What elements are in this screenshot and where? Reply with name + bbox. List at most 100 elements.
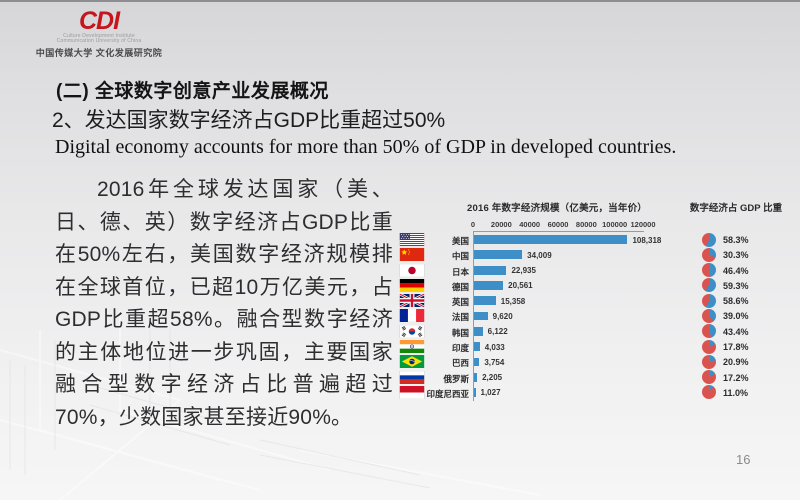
flag-south-korea-icon	[398, 324, 426, 338]
gdp-share-label: 17.2%	[723, 372, 749, 383]
gdp-share-label: 58.3%	[723, 235, 749, 245]
x-axis-tick: 120000	[630, 220, 656, 229]
economy-scale-bar	[474, 250, 523, 260]
gdp-share-label: 11.0%	[723, 387, 749, 398]
logo-institute-line1: Culture Development Institute	[63, 33, 135, 39]
country-label: 日本	[451, 266, 469, 277]
bar-value-label: 4,033	[484, 342, 505, 352]
page-number: 16	[736, 452, 751, 467]
gdp-share-label: 43.4%	[723, 326, 749, 337]
flag-uk-icon	[398, 294, 426, 308]
economy-scale-bar	[474, 281, 504, 290]
bar-value-label: 108,318	[632, 235, 662, 245]
gdp-share-pie-icon	[702, 385, 716, 400]
y-axis-line	[473, 231, 474, 401]
gdp-share-label: 46.4%	[723, 265, 749, 276]
economy-scale-bar	[474, 372, 478, 382]
economy-scale-bar	[474, 296, 496, 306]
bar-value-label: 9,620	[492, 311, 513, 321]
chart-row: 德国 20,561 59.3%	[393, 278, 795, 293]
x-axis-tick: 80000	[575, 220, 597, 229]
x-axis-tick: 60000	[547, 220, 569, 229]
bar-chart-rows: 美国 108,318 58.3% 中国 34,009 30.3% 日本 22,935 46.4%…	[393, 232, 795, 400]
slide-subtitle: 2、发达国家数字经济占GDP比重超过50%	[52, 109, 446, 132]
building-watermark-image	[0, 310, 540, 500]
bar-value-label: 20,561	[508, 281, 533, 291]
country-label: 美国	[451, 236, 469, 246]
gdp-share-label: 20.9%	[723, 357, 749, 368]
flag-france-icon	[398, 309, 426, 323]
gdp-share-pie-icon	[702, 324, 716, 339]
country-label: 中国	[451, 251, 469, 262]
country-label: 德国	[451, 281, 469, 292]
gdp-share-label: 17.8%	[723, 342, 749, 353]
country-label: 韩国	[451, 327, 469, 338]
bar-value-label: 2,205	[482, 373, 503, 383]
bar-value-label: 34,009	[527, 250, 552, 260]
slide-subtitle-english: Digital economy accounts for more than 5…	[55, 136, 677, 158]
flag-india-icon	[398, 340, 426, 354]
slide-top-border	[0, 0, 800, 2]
chart-row: 印度 4,033 17.8%	[393, 339, 795, 354]
gdp-share-label: 58.6%	[723, 296, 749, 307]
country-label: 俄罗斯	[443, 373, 469, 384]
flag-japan-icon	[398, 263, 426, 277]
chart-row: 巴西 3,754 20.9%	[393, 354, 795, 369]
bar-value-label: 6,122	[487, 327, 508, 337]
flag-brazil-icon	[398, 355, 426, 369]
x-axis-tick: 40000	[519, 220, 541, 229]
flag-russia-icon	[398, 370, 426, 384]
chart-title: 2016 年数字经济规模（亿美元，当年价）	[467, 203, 647, 214]
chart-row: 印度尼西亚 1,027 11.0%	[393, 385, 795, 400]
gdp-share-pie-icon	[702, 263, 716, 278]
logo-institute-line2: Communication University of China	[56, 38, 142, 44]
flag-germany-icon	[398, 278, 426, 292]
economy-scale-bar	[474, 311, 488, 321]
chart-row: 日本 22,935 46.4%	[393, 263, 795, 278]
bar-value-label: 15,358	[500, 296, 526, 306]
section-heading: (二) 全球数字创意产业发展概况	[56, 81, 329, 102]
country-label: 法国	[451, 312, 469, 323]
gdp-share-label: 59.3%	[723, 280, 749, 291]
gdp-share-pie-icon	[702, 247, 716, 262]
country-label: 英国	[451, 297, 469, 308]
digital-economy-chart: 2016 年数字经济规模（亿美元，当年价） 数字经济占 GDP 比重 0 2000…	[393, 194, 795, 412]
country-label: 印度尼西亚	[426, 388, 469, 399]
flag-indonesia-icon	[398, 385, 426, 399]
gdp-share-pie-icon	[702, 293, 716, 308]
x-axis-tick: 0	[470, 220, 476, 229]
flag-china-icon	[398, 248, 426, 262]
country-label: 巴西	[451, 358, 469, 369]
logo-chinese-name: 中国传媒大学 文化发展研究院	[35, 48, 163, 58]
x-axis-line	[473, 231, 644, 232]
chart-secondary-title: 数字经济占 GDP 比重	[689, 203, 783, 214]
chart-row: 中国 34,009 30.3%	[393, 247, 795, 262]
cdi-logo: CDI Culture Development Institute Commun…	[34, 8, 164, 59]
x-axis-tick: 20000	[490, 220, 512, 229]
country-label: 印度	[451, 343, 469, 354]
gdp-share-label: 39.0%	[723, 311, 749, 322]
chart-row: 韩国 6,122 43.4%	[393, 324, 795, 339]
economy-scale-bar	[474, 388, 476, 397]
economy-scale-bar	[474, 235, 628, 244]
bar-value-label: 1,027	[480, 388, 501, 398]
economy-scale-bar	[474, 265, 507, 275]
body-paragraph: 2016年全球发达国家（美、日、德、英）数字经济占GDP比重在50%左右，美国数…	[55, 178, 393, 429]
flag-usa-icon	[398, 233, 426, 246]
chart-row: 英国 15,358 58.6%	[393, 293, 795, 308]
chart-row: 俄罗斯 2,205 17.2%	[393, 370, 795, 385]
gdp-share-label: 30.3%	[723, 250, 749, 261]
economy-scale-bar	[474, 342, 480, 352]
x-axis: 0 20000 40000 60000 80000 100000 120000	[393, 220, 795, 229]
gdp-share-pie-icon	[702, 308, 716, 323]
economy-scale-bar	[474, 357, 480, 367]
x-axis-tick: 100000	[602, 220, 628, 229]
bar-value-label: 22,935	[511, 266, 536, 276]
chart-row: 法国 9,620 39.0%	[393, 308, 795, 323]
chart-row: 美国 108,318 58.3%	[393, 232, 795, 247]
cdi-logo-acronym: CDI	[78, 7, 120, 35]
gdp-share-pie-icon	[702, 339, 716, 354]
gdp-share-pie-icon	[702, 232, 716, 247]
gdp-share-pie-icon	[702, 278, 716, 293]
